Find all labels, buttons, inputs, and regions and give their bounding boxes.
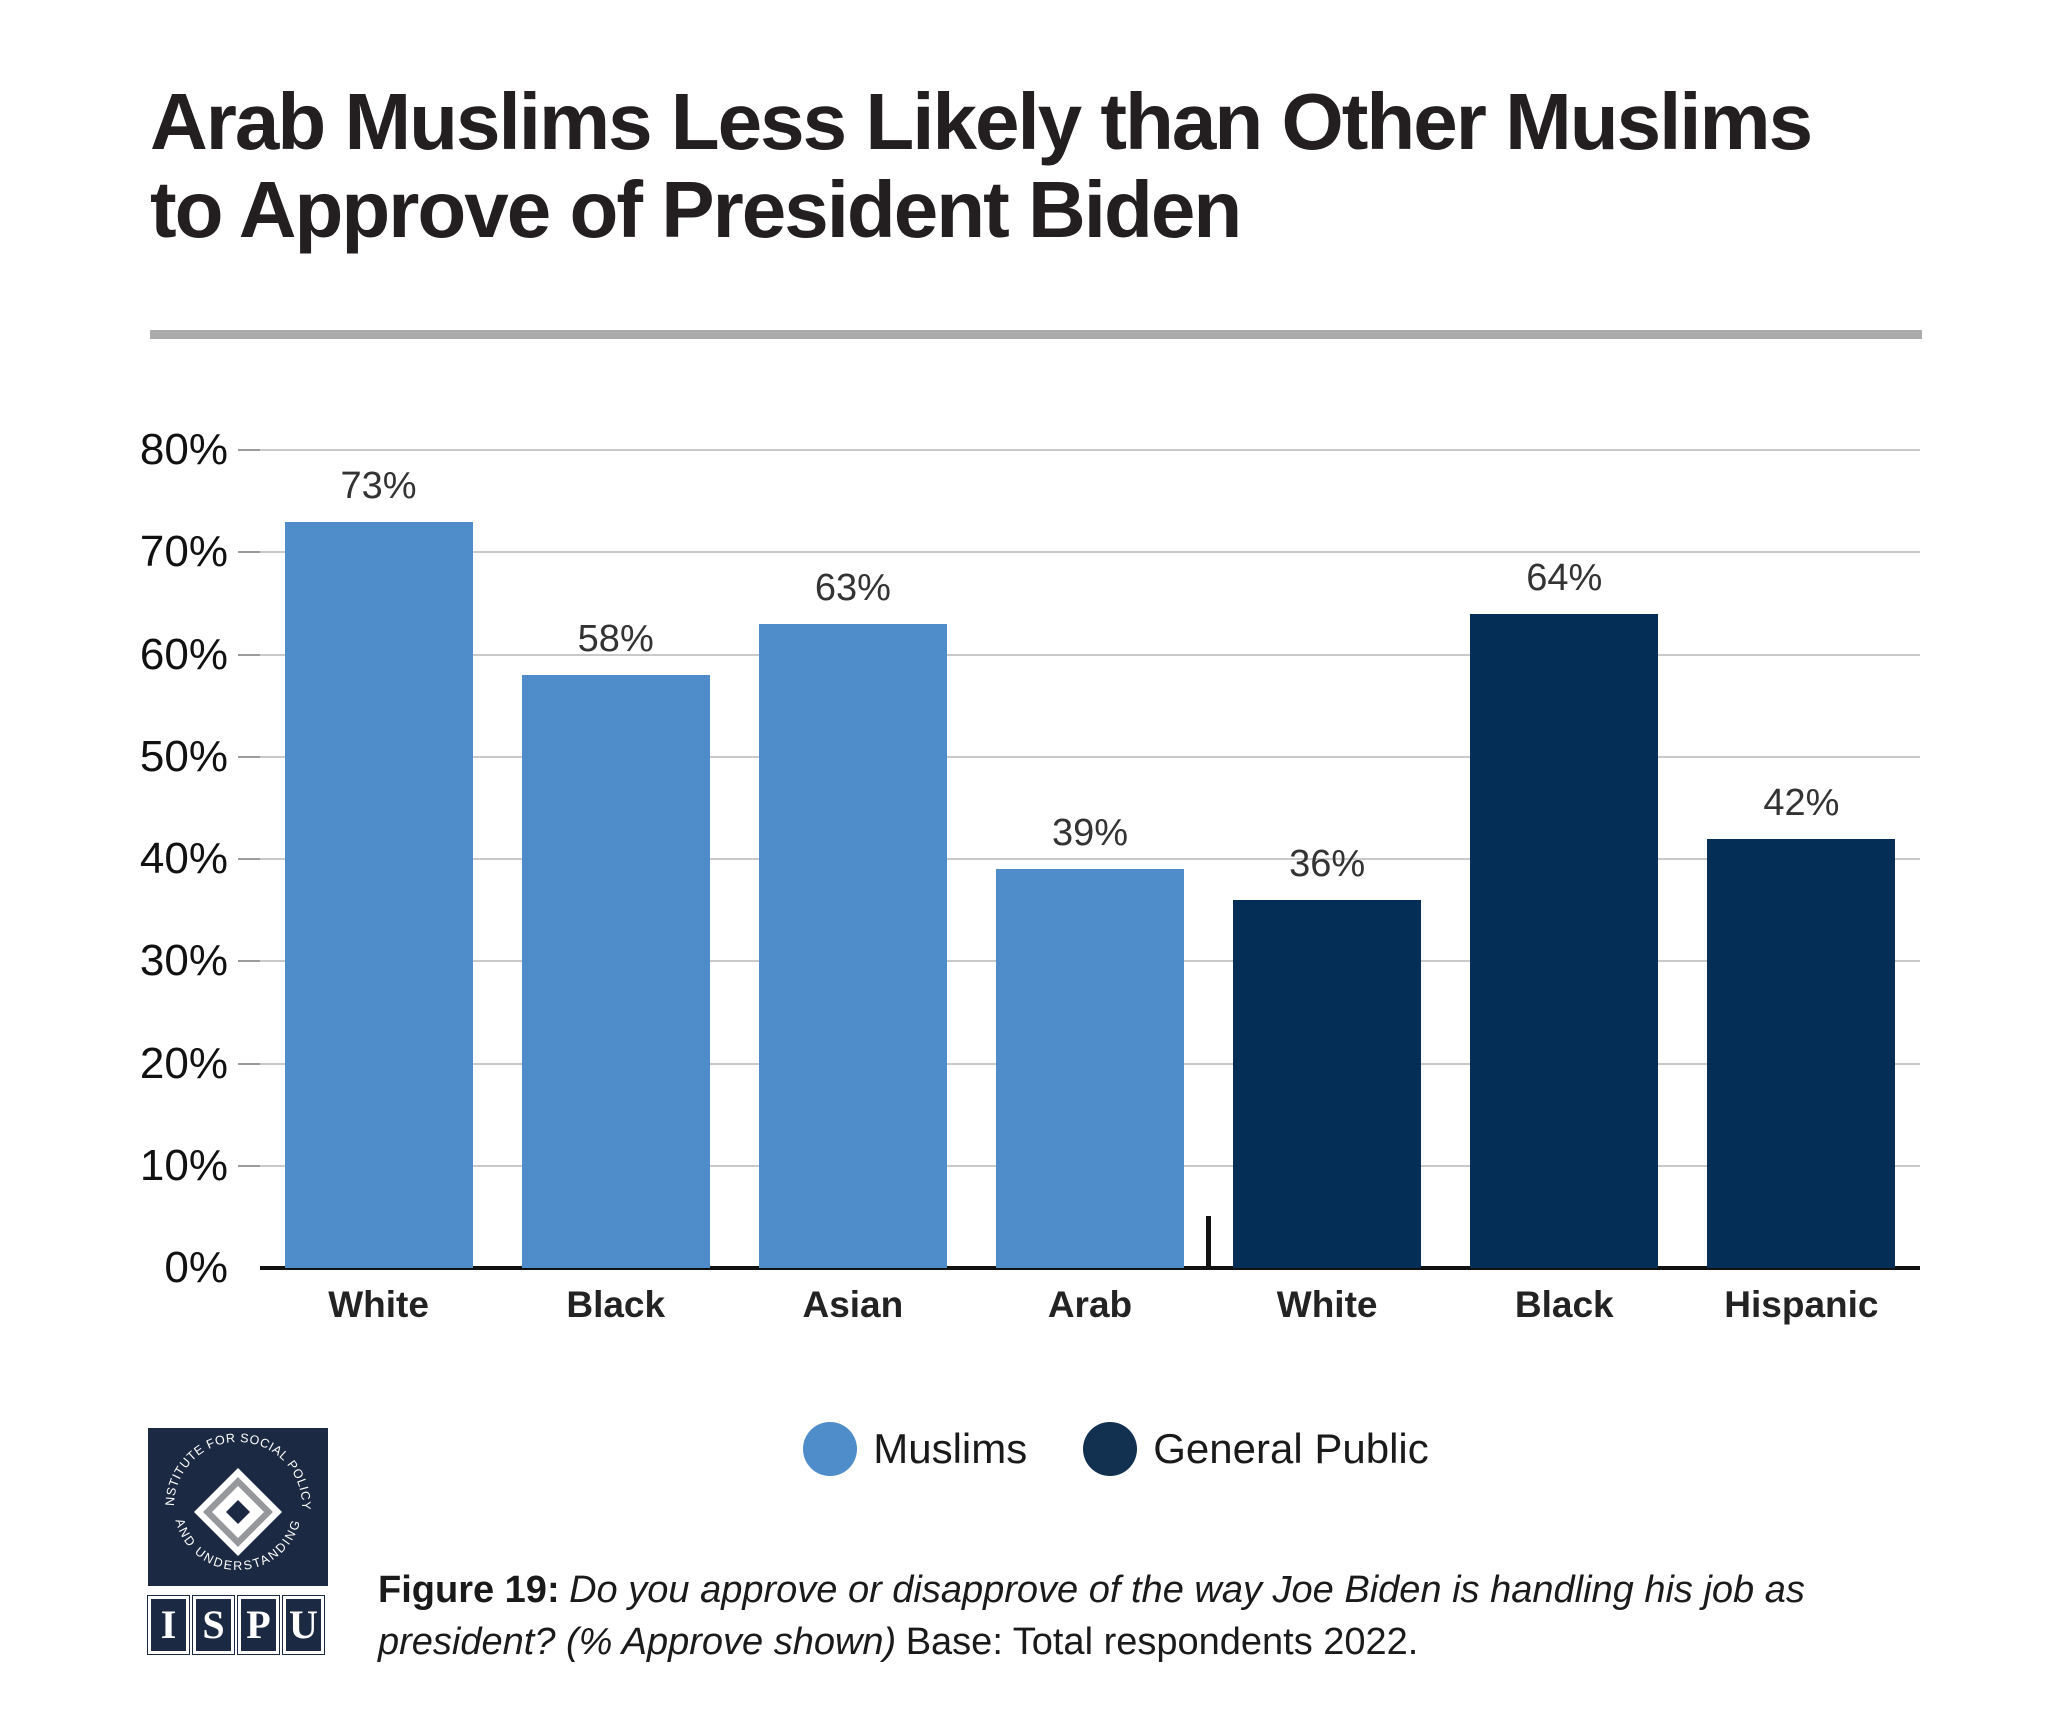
- chart-legend: Muslims General Public: [92, 1422, 2048, 1476]
- logo-letter-i: I: [147, 1595, 190, 1655]
- bar-hispanic-general-public: [1707, 838, 1896, 1268]
- bar-value-label-black-general-public: 64%: [1526, 556, 1603, 599]
- bar-value-label-black-muslims: 58%: [577, 617, 654, 660]
- y-tick-60: [238, 653, 260, 656]
- figure-caption-question: Do you approve or disapprove of the way …: [378, 1569, 1805, 1664]
- bar-asian-muslims: [758, 623, 947, 1268]
- legend-item-general-public: General Public: [1083, 1422, 1429, 1476]
- x-axis-label-hispanic-general-public: Hispanic: [1724, 1284, 1879, 1325]
- x-axis-label-asian-muslims: Asian: [802, 1284, 904, 1325]
- y-tick-50: [238, 755, 260, 758]
- chart-title-line2: to Approve of President Biden: [150, 165, 1242, 254]
- legend-swatch-icon: [1083, 1422, 1138, 1476]
- chart-title: Arab Muslims Less Likely than Other Musl…: [150, 77, 1813, 254]
- logo-letter-glyph: I: [160, 1602, 177, 1647]
- group-separator-tick: [1206, 1216, 1212, 1268]
- bar-value-label-white-general-public: 36%: [1289, 842, 1366, 885]
- y-tick-20: [238, 1062, 260, 1065]
- gridline-50: [260, 755, 1920, 758]
- legend-label: General Public: [1153, 1425, 1429, 1472]
- x-axis-label-white-general-public: White: [1276, 1284, 1378, 1325]
- ispu-logo-emblem: INSTITUTE FOR SOCIAL POLICY AND UNDERSTA…: [146, 1417, 328, 1586]
- x-axis-label-white-muslims: White: [328, 1284, 429, 1325]
- logo-letter-glyph: U: [289, 1602, 318, 1647]
- y-axis-label-60: 60%: [139, 629, 228, 679]
- bar-black-general-public: [1470, 613, 1659, 1268]
- logo-letter-s: S: [192, 1595, 235, 1655]
- y-axis-label-30: 30%: [139, 936, 228, 986]
- gridline-40: [260, 858, 1920, 860]
- figure-caption-base: Base: Total respondents 2022.: [905, 1621, 1419, 1664]
- bar-arab-muslims: [996, 869, 1184, 1268]
- y-axis-label-0: 0%: [164, 1243, 228, 1292]
- gridline-80: [260, 449, 1920, 451]
- logo-diamond-icon: [194, 1468, 282, 1556]
- y-axis-label-80: 80%: [139, 425, 228, 474]
- x-axis-label-black-muslims: Black: [566, 1284, 666, 1325]
- gridline-70: [260, 551, 1920, 554]
- y-axis-label-10: 10%: [139, 1140, 228, 1190]
- y-axis-label-20: 20%: [139, 1038, 228, 1088]
- legend-label: Muslims: [873, 1425, 1028, 1472]
- y-tick-10: [238, 1164, 260, 1167]
- logo-letter-glyph: P: [246, 1602, 271, 1647]
- bar-value-label-arab-muslims: 39%: [1051, 812, 1129, 855]
- bar-value-label-white-muslims: 73%: [340, 464, 417, 507]
- y-tick-80: [238, 449, 260, 451]
- y-tick-70: [238, 551, 260, 554]
- figure-caption-label: Figure 19:: [378, 1569, 560, 1611]
- logo-letter-glyph: S: [202, 1602, 225, 1647]
- y-axis-label-40: 40%: [139, 834, 228, 883]
- x-axis-line: [260, 1266, 1920, 1270]
- bar-value-label-asian-muslims: 63%: [814, 566, 891, 609]
- figure-caption: Figure 19: Do you approve or disapprove o…: [378, 1564, 1858, 1669]
- bar-value-label-hispanic-general-public: 42%: [1763, 781, 1840, 824]
- bar-white-muslims: [284, 521, 473, 1268]
- y-tick-30: [238, 960, 260, 963]
- legend-item-muslims: Muslims: [803, 1422, 1027, 1476]
- bar-black-muslims: [521, 674, 710, 1268]
- y-axis-label-50: 50%: [139, 731, 228, 781]
- plot-area: 0% 10% 20% 30% 40% 50% 60% 70% 80% 73% White 58% Bla…: [140, 425, 1920, 1325]
- logo-letter-u: U: [282, 1595, 325, 1655]
- bar-white-general-public: [1233, 899, 1422, 1268]
- chart-title-line1: Arab Muslims Less Likely than Other Musl…: [150, 77, 1813, 166]
- title-divider: [150, 330, 1922, 339]
- logo-letter-p: P: [237, 1595, 280, 1655]
- x-axis-label-black-general-public: Black: [1514, 1284, 1614, 1325]
- y-tick-40: [238, 858, 260, 860]
- legend-swatch-icon: [803, 1422, 858, 1476]
- y-axis-label-70: 70%: [139, 527, 228, 577]
- x-axis-label-arab-muslims: Arab: [1047, 1284, 1133, 1325]
- gridline-60: [260, 653, 1920, 656]
- ispu-logo: INSTITUTE FOR SOCIAL POLICY AND UNDERSTA…: [146, 1417, 328, 1655]
